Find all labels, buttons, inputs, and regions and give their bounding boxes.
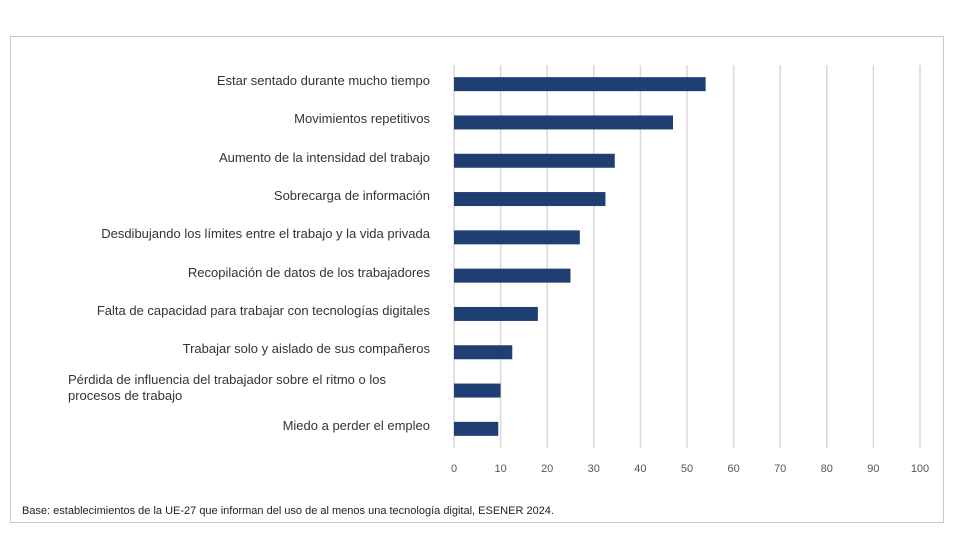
x-tick-label: 90 <box>867 463 879 475</box>
x-tick-label: 20 <box>541 463 553 475</box>
bar <box>454 192 606 207</box>
x-tick-label: 80 <box>821 463 833 475</box>
category-label: Miedo a perder el empleo <box>282 417 430 433</box>
x-tick-label: 100 <box>911 463 929 475</box>
bar <box>454 115 674 130</box>
category-label: Movimientos repetitivos <box>294 111 430 127</box>
x-tick-label: 10 <box>494 463 506 475</box>
category-label: Falta de capacidad para trabajar con tec… <box>96 302 430 318</box>
x-tick-label: 40 <box>634 463 646 475</box>
category-label: Desdibujando los límites entre el trabaj… <box>101 226 430 242</box>
category-label: Sobrecarga de información <box>273 188 430 204</box>
chart-frame <box>10 36 944 523</box>
bar <box>454 268 571 283</box>
category-label: Aumento de la intensidad del trabajo <box>218 149 430 165</box>
x-tick-label: 30 <box>588 463 600 475</box>
x-tick-label: 70 <box>774 463 786 475</box>
x-tick-label: 0 <box>451 463 457 475</box>
bar <box>454 383 501 398</box>
bar <box>454 153 615 168</box>
category-label: Estar sentado durante mucho tiempo <box>216 73 430 89</box>
bar <box>454 421 499 436</box>
category-label: Recopilación de datos de los trabajadore… <box>187 264 430 280</box>
footnote: Base: establecimientos de la UE-27 que i… <box>22 505 554 517</box>
category-label: Trabajar solo y aislado de sus compañero… <box>182 341 430 357</box>
bar <box>454 77 706 92</box>
category-label: Pérdida de influencia del trabajador sob… <box>68 371 386 403</box>
bar <box>454 306 538 321</box>
x-tick-label: 60 <box>727 463 739 475</box>
bar <box>454 345 513 360</box>
bar <box>454 230 580 245</box>
x-tick-label: 50 <box>681 463 693 475</box>
